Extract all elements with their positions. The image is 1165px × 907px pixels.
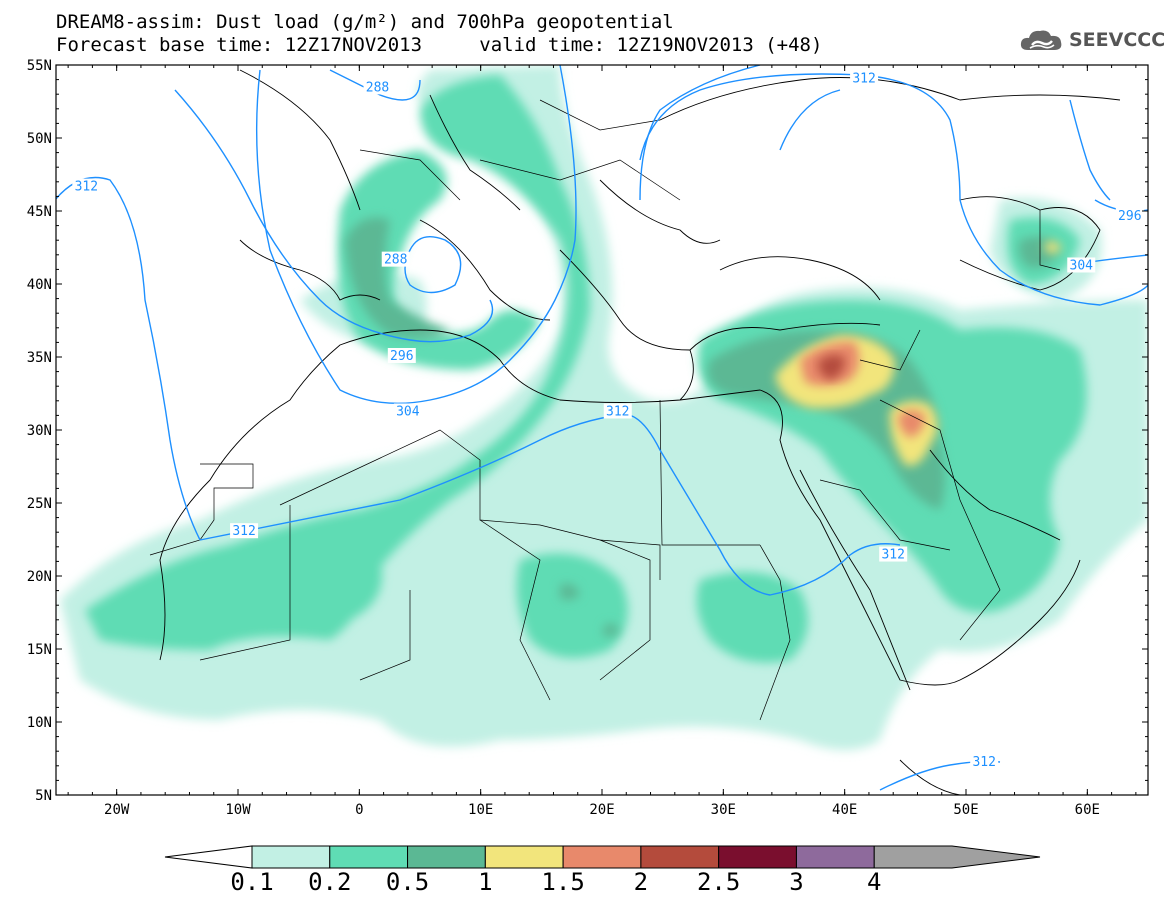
contour-label-bg bbox=[970, 753, 999, 769]
lat-label: 5N bbox=[35, 788, 52, 804]
contour-label-bg bbox=[850, 70, 879, 86]
contour-label-bg bbox=[363, 79, 392, 95]
lon-label: 40E bbox=[832, 802, 857, 818]
contour-label: 304 bbox=[396, 404, 420, 419]
lon-label: 20W bbox=[104, 802, 130, 818]
contour-label-bg bbox=[393, 403, 422, 419]
axis-ticks bbox=[56, 64, 1148, 796]
map-title: DREAM8-assim: Dust load (g/m²) and 700hP… bbox=[56, 11, 674, 33]
colorbar-swatch bbox=[484, 845, 564, 869]
country-borders bbox=[149, 99, 1061, 721]
contour-label: 304 bbox=[1070, 258, 1094, 273]
contour-label-bg bbox=[1115, 207, 1144, 223]
contour-label: 296 bbox=[390, 349, 413, 364]
lat-label: 10N bbox=[27, 715, 52, 731]
colorbar-swatch bbox=[329, 845, 409, 869]
logo-text: SEEVCCC bbox=[1069, 29, 1165, 51]
contour-label: 312 bbox=[75, 180, 98, 195]
colorbar-label: 2 bbox=[634, 868, 648, 896]
colorbar-swatch bbox=[251, 845, 331, 869]
contour-label: 296 bbox=[1118, 209, 1141, 224]
valid-time: valid time: 12Z19NOV2013 (+48) bbox=[479, 34, 823, 56]
lon-label: 0 bbox=[355, 802, 363, 818]
contour-label-bg bbox=[603, 403, 632, 419]
lon-label: 30E bbox=[711, 802, 736, 818]
lon-label: 10W bbox=[225, 802, 251, 818]
contour-label-bg bbox=[387, 348, 416, 363]
contour-label: 312 bbox=[606, 404, 629, 419]
contour-label-bg bbox=[1067, 257, 1096, 273]
lon-label: 10E bbox=[468, 802, 493, 818]
colorbar-swatch bbox=[407, 845, 486, 869]
colorbar-label: 3 bbox=[789, 868, 803, 896]
contour-label-bg bbox=[879, 546, 908, 562]
contour-label: 288 bbox=[384, 253, 407, 268]
contour-label: 312 bbox=[852, 72, 875, 87]
colorbar-arrow-high bbox=[873, 845, 1041, 869]
colorbar-label: 1 bbox=[478, 868, 492, 896]
dust-level-2 bbox=[818, 354, 845, 380]
colorbar-arrow-low bbox=[164, 845, 253, 869]
longitude-labels: 20W 10W 0 10E 20E 30E 40E 50E 60E bbox=[104, 802, 1100, 818]
lat-label: 55N bbox=[27, 58, 52, 74]
forecast-base-time: Forecast base time: 12Z17NOV2013 bbox=[56, 34, 423, 56]
lat-label: 35N bbox=[27, 350, 52, 366]
colorbar-swatch bbox=[640, 845, 720, 869]
lon-label: 60E bbox=[1075, 802, 1100, 818]
colorbar-label: 0.1 bbox=[230, 868, 273, 896]
colorbar-swatch bbox=[718, 845, 797, 869]
contour-label: 312 bbox=[972, 755, 995, 770]
lat-label: 50N bbox=[27, 131, 52, 147]
lat-label: 30N bbox=[27, 423, 52, 439]
colorbar-label: 4 bbox=[867, 868, 881, 896]
contour-label-bg bbox=[381, 251, 410, 267]
lat-label: 25N bbox=[27, 496, 52, 512]
coastlines bbox=[159, 69, 1121, 795]
colorbar-swatch bbox=[562, 845, 642, 869]
lat-label: 45N bbox=[27, 204, 52, 220]
lat-label: 40N bbox=[27, 277, 52, 293]
colorbar-label: 0.5 bbox=[386, 868, 429, 896]
contour-labels: 288 288 296 304 312 312 312 312 312 312 296 304 bbox=[72, 70, 1144, 770]
lon-label: 20E bbox=[589, 802, 614, 818]
colorbar-label: 2.5 bbox=[697, 868, 740, 896]
contour-label: 312 bbox=[881, 548, 904, 563]
contour-label: 312 bbox=[232, 524, 255, 539]
latitude-labels: 55N 50N 45N 40N 35N 30N 25N 20N 15N 10N 5N bbox=[27, 58, 52, 804]
seevccc-logo: SEEVCCC bbox=[1018, 26, 1165, 54]
cloud-icon bbox=[1020, 30, 1062, 50]
lat-label: 15N bbox=[27, 642, 52, 658]
contour-label: 288 bbox=[366, 80, 389, 95]
colorbar-label: 0.2 bbox=[308, 868, 351, 896]
colorbar: 0.1 0.2 0.5 1 1.5 2 2.5 3 4 bbox=[164, 845, 1041, 896]
contour-label-bg bbox=[230, 523, 259, 539]
colorbar-swatch bbox=[795, 845, 875, 869]
lon-label: 50E bbox=[953, 802, 978, 818]
contour-label-bg bbox=[72, 178, 101, 194]
colorbar-label: 1.5 bbox=[541, 868, 584, 896]
map-subtitle: Forecast base time: 12Z17NOV2013 valid t… bbox=[56, 35, 822, 55]
lat-label: 20N bbox=[27, 569, 52, 585]
geopotential-contours bbox=[56, 65, 1148, 791]
